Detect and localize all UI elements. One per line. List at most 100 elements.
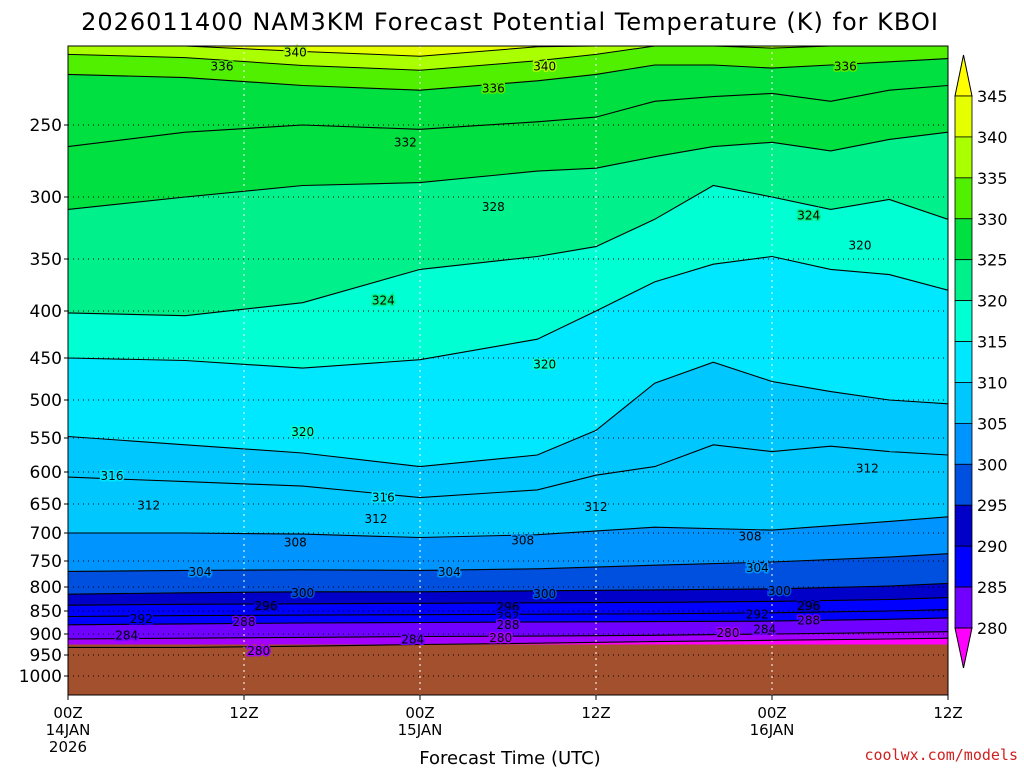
contour-label-280: 280 (489, 631, 512, 645)
contour-label-296: 296 (255, 599, 278, 613)
colorbar-segment (954, 422, 973, 465)
contour-label-312: 312 (137, 499, 160, 513)
colorbar-label-285: 285 (977, 578, 1008, 597)
x-axis-label: Forecast Time (UTC) (419, 748, 600, 768)
x-tick-label: 00Z (53, 704, 82, 722)
colorbar-segment (954, 300, 973, 342)
contour-label-296: 296 (497, 600, 520, 614)
colorbar-segment (954, 341, 973, 383)
colorbar-segment (954, 259, 973, 302)
y-tick-label-250: 250 (30, 116, 62, 136)
contour-label-312: 312 (365, 512, 388, 526)
x-tick-label: 00Z (405, 704, 434, 722)
y-tick-label-850: 850 (30, 602, 62, 622)
contour-label-300: 300 (291, 586, 314, 600)
contour-line-336 (68, 58, 948, 91)
contour-label-308: 308 (739, 529, 762, 543)
contour-band-330 (68, 85, 948, 210)
contour-band-310 (68, 444, 948, 538)
colorbar-label-305: 305 (977, 414, 1008, 433)
contour-label-340: 340 (533, 60, 556, 74)
contour-band-306 (68, 516, 948, 572)
contour-line-328 (68, 131, 948, 210)
contour-label-328: 328 (482, 200, 505, 214)
colorbar-label-330: 330 (977, 210, 1008, 229)
contour-label-292: 292 (130, 612, 153, 626)
colorbar-segment (954, 463, 973, 506)
contour-label-320: 320 (849, 238, 872, 252)
contour-line-332 (68, 84, 948, 148)
contour-line-280 (68, 637, 948, 648)
contour-line-320 (68, 255, 948, 369)
contour-line-308 (68, 516, 948, 539)
contour-label-288: 288 (233, 615, 256, 629)
credit-text: coolwx.com/models (864, 746, 1018, 764)
contour-line-292 (68, 609, 948, 618)
colorbar-label-300: 300 (977, 455, 1008, 474)
contour-label-292: 292 (746, 608, 769, 622)
contour-label-304: 304 (746, 561, 769, 575)
colorbar-segment (954, 504, 973, 547)
x-tick-date: 14JAN (46, 721, 91, 739)
colorbar-segment (954, 136, 973, 179)
colorbar-label-345: 345 (977, 87, 1008, 106)
contour-label-316: 316 (101, 469, 124, 483)
contour-label-304: 304 (189, 565, 212, 579)
x-tick-date: 15JAN (398, 721, 443, 739)
grid-lines (68, 46, 948, 695)
contour-label-284: 284 (401, 632, 424, 646)
contour-label-320: 320 (533, 358, 556, 372)
colorbar-segment (954, 177, 973, 220)
y-tick-label-550: 550 (30, 429, 62, 449)
contour-band-282 (68, 631, 948, 648)
x-tick-label: 00Z (757, 704, 786, 722)
contour-label-320: 320 (291, 425, 314, 439)
colorbar-segment (954, 95, 973, 138)
y-tick-label-350: 350 (30, 250, 62, 270)
y-tick-label-500: 500 (30, 391, 62, 411)
colorbar-label-320: 320 (977, 292, 1008, 311)
y-tick-label-450: 450 (30, 349, 62, 369)
y-tick-label-900: 900 (30, 625, 62, 645)
contour-line-284 (68, 631, 948, 640)
contour-line-300 (68, 582, 948, 595)
colorbar-label-340: 340 (977, 128, 1008, 147)
contour-label-284: 284 (753, 622, 776, 636)
y-tick-label-750: 750 (30, 552, 62, 572)
contour-label-308: 308 (511, 533, 534, 547)
contour-label-284: 284 (115, 628, 138, 642)
contour-band-302 (68, 553, 948, 595)
ground-below-surface (68, 644, 948, 695)
colorbar-label-325: 325 (977, 251, 1008, 270)
colorbar-segment (954, 586, 973, 629)
contour-lines (68, 46, 948, 648)
contour-label-336: 336 (482, 82, 505, 96)
y-tick-label-700: 700 (30, 524, 62, 544)
y-tick-label-600: 600 (30, 463, 62, 483)
contour-band-298 (68, 583, 948, 606)
colorbar-label-315: 315 (977, 333, 1008, 352)
contour-label-300: 300 (768, 584, 791, 598)
colorbar-top-arrow (954, 54, 973, 97)
contour-label-324: 324 (372, 294, 395, 308)
colorbar-label-310: 310 (977, 373, 1008, 392)
x-tick-label: 12Z (933, 704, 962, 722)
contour-band-338 (68, 46, 948, 91)
contour-line-312 (68, 444, 948, 499)
contour-label-300: 300 (533, 587, 556, 601)
colorbar-bottom-arrow (954, 627, 973, 669)
x-tick-label: 12Z (229, 704, 258, 722)
contour-band-318 (68, 256, 948, 467)
plot-frame (67, 45, 949, 696)
contour-label-316: 316 (372, 491, 395, 505)
contour-labels: 340 336 336 340 336 332 328 324 320 324 320 320 316 3… (99, 44, 880, 659)
contour-line-296 (68, 597, 948, 606)
contour-label-292: 292 (497, 610, 520, 624)
colorbar-label-335: 335 (977, 169, 1008, 188)
contour-band-314 (68, 362, 948, 498)
y-tick-label-1000: 1000 (19, 667, 62, 687)
colorbar-label-295: 295 (977, 496, 1008, 515)
y-axis-ticks: 250 300 350 400 450 500 550 600 650 700 750 800 850 9… (19, 116, 68, 687)
